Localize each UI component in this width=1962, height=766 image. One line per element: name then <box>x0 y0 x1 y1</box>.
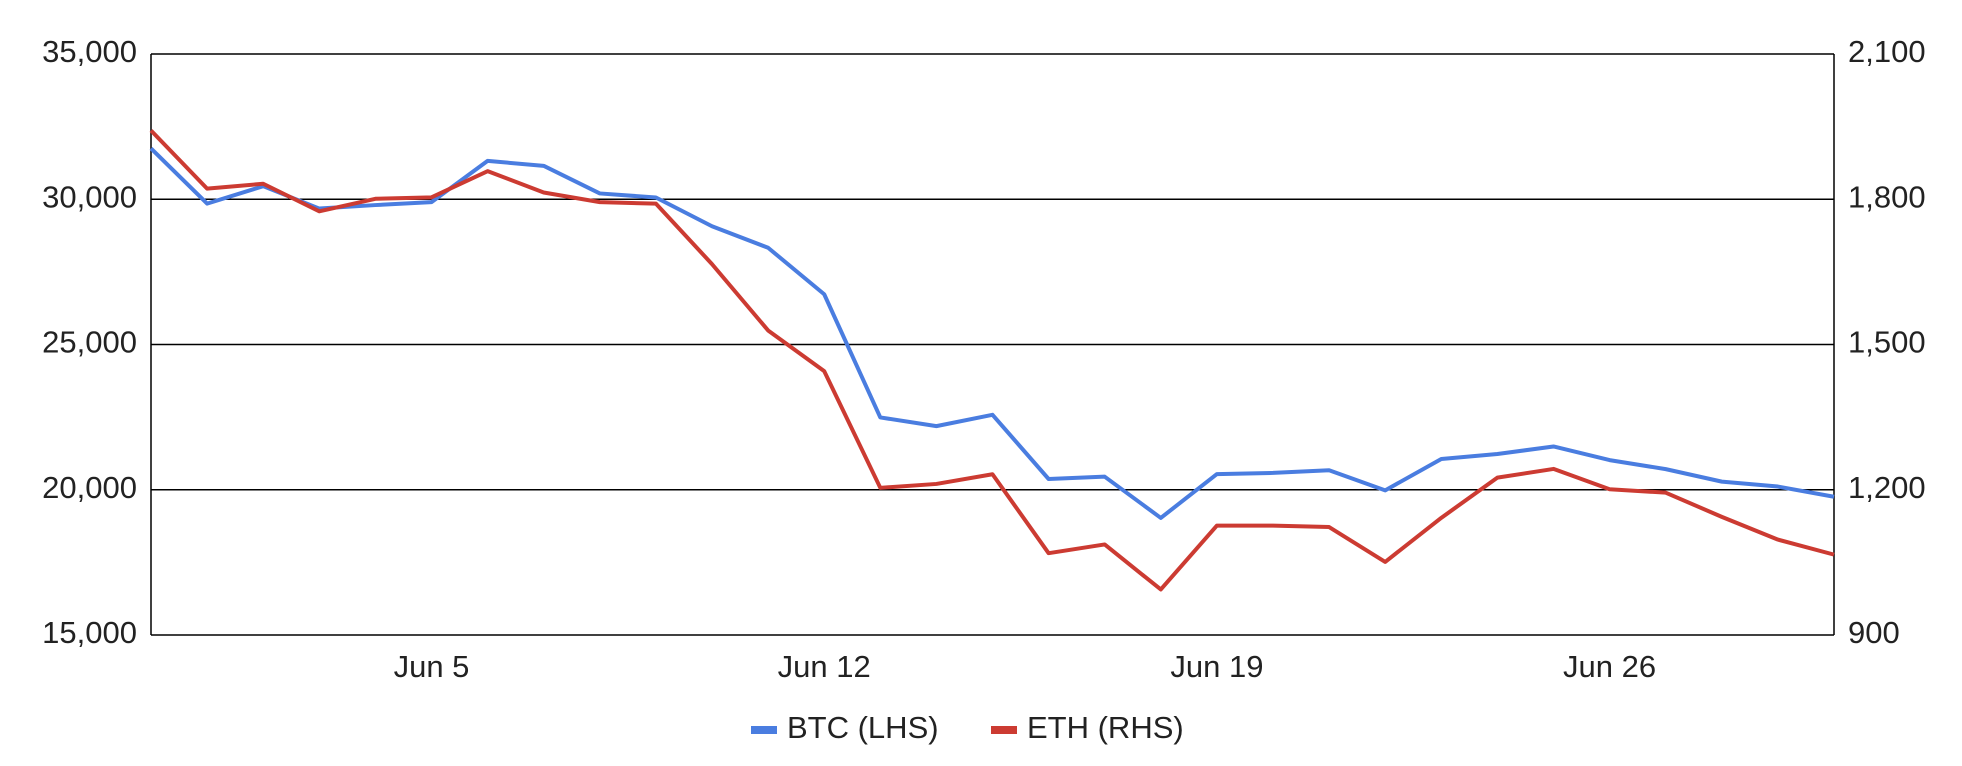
legend-label: ETH (RHS) <box>1027 710 1184 745</box>
y-tick-label: 25,000 <box>42 325 137 360</box>
y-tick-label: 30,000 <box>42 179 137 214</box>
x-tick-label: Jun 12 <box>778 649 871 684</box>
legend-swatch <box>751 726 777 734</box>
x-tick-label: Jun 26 <box>1563 649 1656 684</box>
y-tick-label: 15,000 <box>42 615 137 650</box>
line-series <box>149 129 1835 592</box>
y2-tick-label: 1,200 <box>1848 470 1926 505</box>
x-tick-label: Jun 19 <box>1170 649 1263 684</box>
legend-swatch <box>991 726 1017 734</box>
y-tick-label: 35,000 <box>42 34 137 69</box>
y2-tick-label: 1,500 <box>1848 325 1926 360</box>
y2-tick-label: 1,800 <box>1848 179 1926 214</box>
y2-tick-label: 900 <box>1848 615 1900 650</box>
y-tick-label: 20,000 <box>42 470 137 505</box>
legend-label: BTC (LHS) <box>787 710 939 745</box>
line-series <box>149 146 1835 520</box>
x-tick-label: Jun 5 <box>394 649 470 684</box>
y2-tick-label: 2,100 <box>1848 34 1926 69</box>
